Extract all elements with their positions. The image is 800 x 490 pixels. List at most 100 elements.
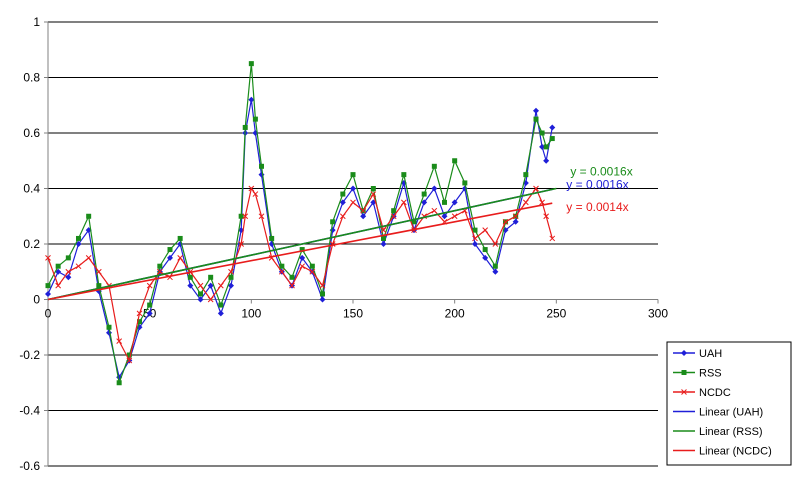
data-point (242, 124, 248, 130)
data-point (350, 199, 356, 206)
data-point (106, 324, 112, 330)
data-point (482, 254, 489, 261)
data-point (252, 191, 259, 197)
data-point (95, 268, 102, 275)
y-tick-label: 0.2 (23, 237, 40, 251)
data-point (248, 96, 255, 103)
data-point (533, 116, 539, 122)
y-tick-label: 1 (33, 15, 40, 29)
data-point (549, 124, 556, 131)
data-point (539, 143, 546, 150)
legend-label: Linear (UAH) (699, 407, 763, 419)
data-point (482, 247, 488, 253)
data-point (242, 213, 249, 220)
data-point (472, 235, 478, 242)
legend-item: NCDC (673, 387, 731, 399)
data-point (549, 235, 556, 242)
data-point (339, 199, 346, 206)
x-tick-label: 300 (648, 307, 668, 321)
x-tick-label: 0 (45, 307, 52, 321)
legend-marker (681, 350, 687, 356)
series-line (47, 187, 553, 363)
data-point (65, 255, 71, 261)
legend-label: UAH (699, 348, 722, 360)
data-point (167, 247, 173, 253)
legend-item: Linear (RSS) (673, 426, 763, 438)
data-point (217, 310, 224, 317)
data-point (330, 219, 336, 225)
gridlines (48, 21, 658, 467)
data-point (340, 191, 346, 197)
legend-label: Linear (NCDC) (699, 446, 772, 458)
series-ncdc (45, 185, 556, 364)
data-point (411, 219, 417, 225)
legend-label: NCDC (699, 387, 731, 399)
y-tick-label: 0.8 (23, 71, 40, 85)
data-point (177, 235, 183, 241)
data-point (137, 319, 142, 325)
data-point (299, 247, 305, 253)
data-point (451, 199, 458, 206)
y-tick-label: -0.6 (19, 459, 40, 473)
data-point (441, 213, 448, 220)
data-point (319, 282, 326, 289)
data-point (289, 282, 295, 289)
data-point (462, 180, 468, 186)
data-point (45, 255, 51, 261)
data-point (390, 213, 397, 220)
data-point (238, 213, 244, 219)
legend-marker (681, 370, 687, 375)
trendline-2 (47, 202, 553, 301)
data-point (217, 282, 224, 289)
legend-item: Linear (NCDC) (673, 446, 772, 458)
y-tick-label: 0.4 (23, 182, 40, 196)
legend-item: RSS (673, 368, 722, 380)
x-tick-label: 150 (343, 307, 363, 321)
data-point (350, 185, 356, 192)
data-point (156, 268, 163, 275)
data-point (549, 136, 555, 142)
series-rss (45, 61, 555, 386)
data-point (238, 241, 245, 247)
data-point (543, 213, 550, 220)
data-point (391, 208, 397, 214)
data-point (187, 274, 193, 280)
data-point (539, 130, 545, 136)
data-point (421, 199, 428, 206)
data-point (258, 171, 265, 178)
data-point (533, 107, 539, 114)
y-tick-label: -0.4 (19, 404, 40, 418)
data-point (350, 172, 356, 178)
data-point (370, 191, 377, 197)
data-point (360, 213, 367, 220)
data-point (75, 263, 82, 270)
data-point (126, 352, 132, 358)
data-point (198, 291, 203, 297)
data-point (512, 218, 519, 225)
trendlines (47, 187, 557, 301)
data-point (187, 282, 194, 289)
data-point (65, 274, 72, 281)
data-point (451, 213, 458, 220)
data-point (452, 158, 458, 164)
trend-equation: y = 0.0016x (566, 177, 628, 191)
data-point (157, 263, 163, 269)
legend-box (666, 341, 792, 466)
data-point (106, 329, 112, 336)
data-point (55, 263, 61, 269)
data-point (252, 116, 258, 122)
trend-equation: y = 0.0014x (566, 200, 628, 214)
data-point (381, 235, 386, 241)
data-point (45, 283, 51, 289)
data-point (329, 227, 336, 234)
trendline-1 (47, 187, 557, 301)
data-point (309, 268, 316, 275)
data-point (167, 254, 173, 261)
data-point (523, 172, 529, 178)
data-point (45, 290, 51, 297)
data-point (177, 255, 184, 261)
data-point (269, 235, 275, 241)
series-line (47, 63, 553, 386)
data-point (258, 213, 265, 220)
